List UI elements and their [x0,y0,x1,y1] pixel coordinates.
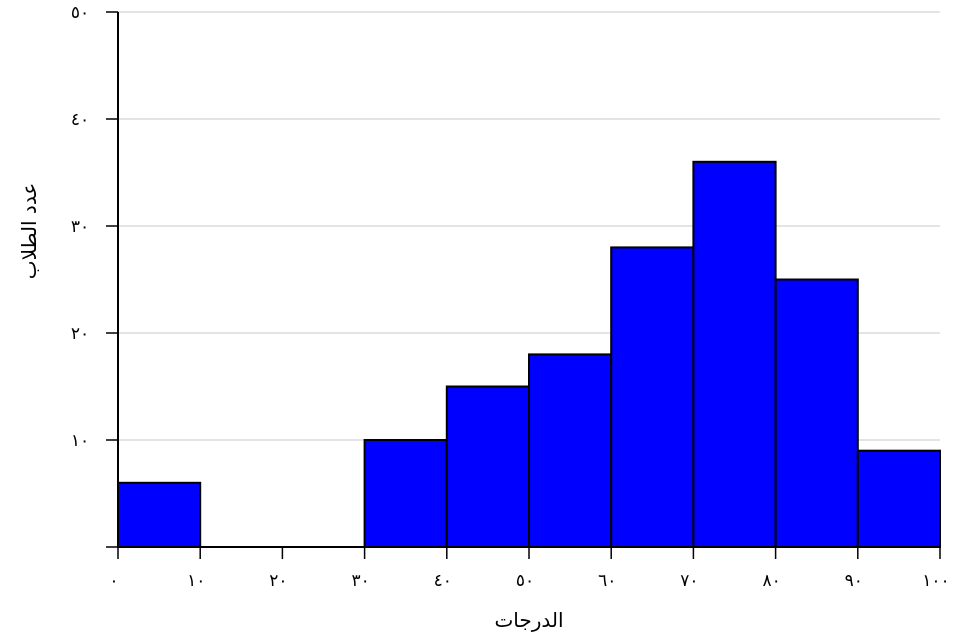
y-tick-label: ١٠ [71,431,89,451]
histogram-bar [117,481,202,548]
y-tick-label: ٥٠ [71,3,89,23]
x-tick-label: ٢٠ [269,571,287,591]
x-tick-label: ٠ [109,571,118,591]
x-tick-label: ٨٠ [762,571,780,591]
y-tick-label: ٣٠ [71,217,89,237]
histogram-bar [363,439,448,548]
histogram-bar [610,246,695,548]
x-tick-label: ٩٠ [845,571,863,591]
x-axis-title: الدرجات [494,608,563,632]
x-tick-label: ٦٠ [598,571,616,591]
x-ticks: ٠ ١٠ ٢٠ ٣٠ ٤٠ ٥٠ ٦٠ ٧٠ ٨٠ ٩٠ ١٠٠ [109,547,950,591]
histogram-bar [774,278,859,548]
y-tick-label: ٢٠ [71,324,89,344]
x-tick-label: ١٠٠ [922,571,949,591]
histogram-bar [856,449,941,549]
x-tick-label: ٧٠ [680,571,698,591]
x-tick-label: ٥٠ [516,571,534,591]
y-axis-title: عدد الطلاب [17,183,41,280]
y-ticks: ١٠ ٢٠ ٣٠ ٤٠ ٥٠ [71,3,118,548]
x-tick-label: ٣٠ [351,571,369,591]
x-tick-label: ٤٠ [434,571,452,591]
histogram-bar [445,385,530,548]
x-tick-label: ١٠ [187,571,205,591]
bars [117,160,941,549]
histogram-bar [528,353,613,548]
y-tick-label: ٤٠ [71,110,89,130]
histogram-bar [692,160,777,549]
